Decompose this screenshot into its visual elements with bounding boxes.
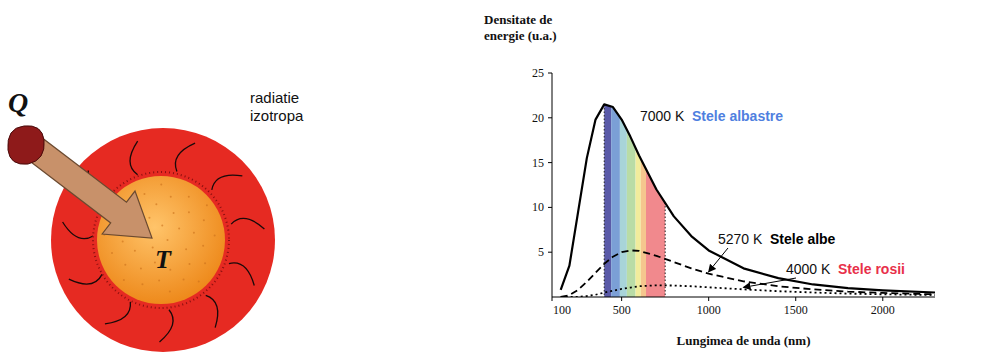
y-tick <box>548 73 552 74</box>
x-tick-label: 500 <box>613 303 631 317</box>
diagram: Q Tradiatieizotropa <box>8 87 304 352</box>
x-tick-label: 100 <box>553 303 571 317</box>
radiation-wave <box>206 295 218 327</box>
y-tick <box>548 117 552 118</box>
band-stripe <box>636 73 641 297</box>
texture <box>155 203 157 205</box>
texture <box>204 262 206 264</box>
texture <box>188 263 190 265</box>
radiation-wave <box>63 222 94 239</box>
radiation-wave <box>175 143 195 171</box>
texture <box>198 281 200 283</box>
x-axis <box>552 297 935 298</box>
x-tick-label: 1500 <box>784 303 808 317</box>
texture <box>178 227 180 229</box>
radiation-wave <box>130 141 138 175</box>
axes: 5 10 15 20 25 100 500 1000 1500 2000 <box>532 66 935 317</box>
radiation-wave <box>212 175 243 190</box>
texture <box>123 279 125 281</box>
radiation-wave <box>159 310 173 342</box>
y-tick <box>548 162 552 163</box>
temperature-label: T <box>155 245 172 274</box>
series-label: 5270 K <box>718 231 763 247</box>
series-labels: 7000 K Stele albastre 5270 K Stele albe 4000… <box>640 108 905 287</box>
texture <box>143 193 145 195</box>
texture <box>166 239 168 241</box>
y-axis-title: Densitate deenergie (u.a.) <box>484 12 557 43</box>
texture <box>203 219 205 221</box>
y-axis <box>552 73 553 297</box>
label-line: izotropa <box>250 107 304 124</box>
texture <box>160 184 162 186</box>
texture <box>170 196 172 198</box>
annotation: Stele albastre <box>692 108 783 124</box>
x-tick-label: 2000 <box>871 303 895 317</box>
texture <box>173 212 175 214</box>
y-tick <box>548 252 552 253</box>
series-line <box>561 250 935 297</box>
band-stripe <box>646 73 665 297</box>
chart: 5 10 15 20 25 100 500 1000 1500 2000 Lungimea de u… <box>484 12 935 348</box>
label-line: radiatie <box>250 89 299 106</box>
y-tick-label: 20 <box>532 111 544 125</box>
texture <box>169 291 171 293</box>
series-label: 7000 K <box>640 108 685 124</box>
texture <box>148 217 150 219</box>
x-tick <box>708 297 709 301</box>
heat-label: Q <box>8 87 28 118</box>
title-line: energie (u.a.) <box>484 28 557 43</box>
annotation: Stele rosii <box>838 261 905 277</box>
heat-source <box>8 126 44 164</box>
texture <box>202 245 204 247</box>
plot-area <box>561 73 935 297</box>
series-label: 4000 K <box>786 261 831 277</box>
annotation: Stele albe <box>770 231 836 247</box>
band-stripe <box>627 73 636 297</box>
y-tick-label: 15 <box>532 156 544 170</box>
texture <box>161 225 163 227</box>
texture <box>188 196 190 198</box>
title-line: Densitate de <box>484 12 552 27</box>
x-tick <box>552 297 553 301</box>
y-tick-label: 10 <box>532 200 544 214</box>
series-line <box>561 104 935 292</box>
y-tick <box>548 207 552 208</box>
x-axis-title: Lungimea de unda (nm) <box>677 333 811 348</box>
texture <box>124 264 126 266</box>
texture <box>158 279 160 281</box>
texture <box>140 268 142 270</box>
label-pointer <box>744 278 797 287</box>
y-tick-label: 25 <box>532 66 544 80</box>
texture <box>206 204 208 206</box>
radiation-wave <box>105 302 131 324</box>
y-tick-label: 5 <box>538 245 544 259</box>
x-tick-label: 1000 <box>697 303 721 317</box>
x-tick <box>621 297 622 301</box>
radiation-wave <box>229 263 254 286</box>
radiation-wave <box>69 274 102 284</box>
label-pointer <box>709 248 728 272</box>
canvas: Q Tradiatieizotropa 5 10 15 20 25 100 500 1000 150… <box>0 0 981 356</box>
texture <box>134 250 136 252</box>
texture <box>152 247 154 249</box>
x-tick <box>882 297 883 301</box>
texture <box>185 248 187 250</box>
texture <box>188 211 190 213</box>
texture <box>122 241 124 243</box>
radiation-wave <box>231 218 264 229</box>
radiation-label: radiatieizotropa <box>250 89 304 124</box>
radiation-sphere <box>51 128 275 352</box>
texture <box>141 283 143 285</box>
band-edge <box>665 73 666 297</box>
band-stripe <box>620 73 627 297</box>
band-stripe <box>641 73 646 297</box>
texture <box>214 235 216 237</box>
x-tick <box>795 297 796 301</box>
texture <box>111 252 113 254</box>
texture <box>193 232 195 234</box>
texture <box>183 278 185 280</box>
